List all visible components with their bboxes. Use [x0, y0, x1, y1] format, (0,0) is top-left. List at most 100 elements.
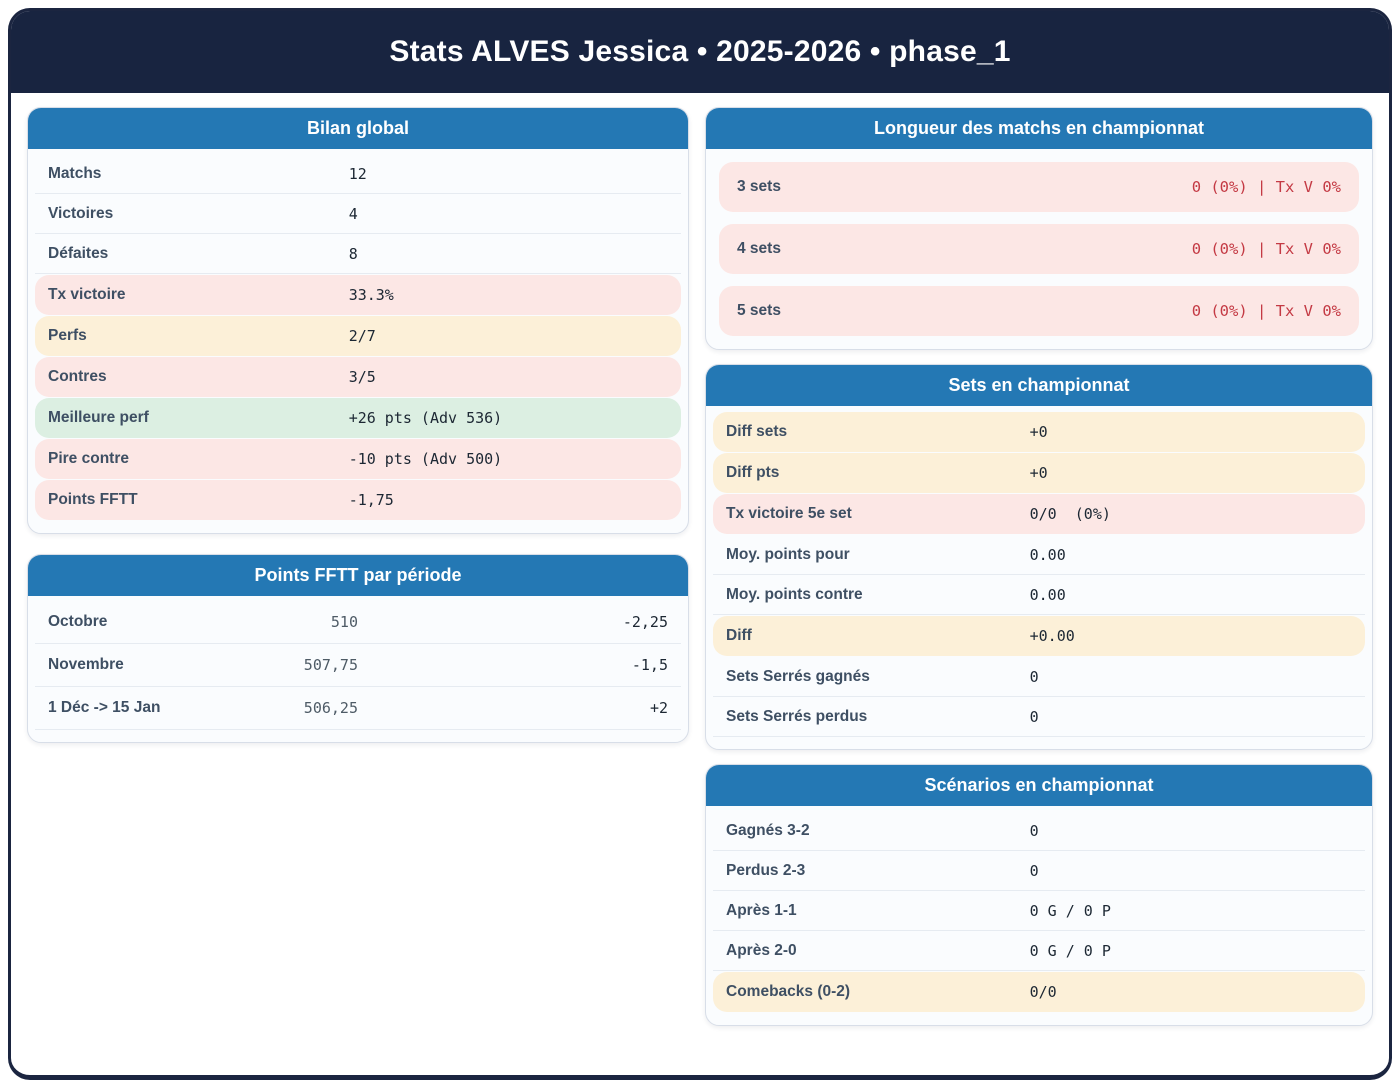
scenario-row-apres-20: Après 2-0 0 G / 0 P: [713, 931, 1365, 971]
stat-row-meilleure-perf: Meilleure perf +26 pts (Adv 536): [35, 398, 681, 438]
periode-label: 1 Déc -> 15 Jan: [48, 699, 161, 716]
stat-row-pire-contre: Pire contre -10 pts (Adv 500): [35, 439, 681, 479]
scenario-row-gagnes-32: Gagnés 3-2 0: [713, 811, 1365, 851]
stat-label: Après 1-1: [726, 901, 797, 919]
sets-row-diff-pts: Diff pts +0: [713, 453, 1365, 493]
stat-value: 0 G / 0 P: [1029, 941, 1111, 960]
card-bilan-body: Matchs 12 Victoires 4 Défaites 8 Tx vict…: [28, 149, 688, 533]
stat-value: +0.00: [1029, 626, 1075, 645]
periode-label: Octobre: [48, 613, 108, 630]
stat-row-tx-victoire: Tx victoire 33.3%: [35, 275, 681, 315]
stat-value: +0: [1029, 463, 1048, 482]
periode-points: 506,25: [303, 699, 358, 717]
stat-label: Contres: [48, 367, 107, 385]
stat-value: 0.00: [1029, 545, 1066, 564]
card-scenarios-body: Gagnés 3-2 0 Perdus 2-3 0 Après 1-1 0 G …: [706, 806, 1372, 1025]
card-longueur-title: Longueur des matchs en championnat: [706, 108, 1372, 149]
periode-delta: -1,5: [631, 656, 668, 674]
stat-value: 2/7: [348, 326, 376, 345]
stat-label: Sets Serrés gagnés: [726, 667, 870, 685]
card-scenarios: Scénarios en championnat Gagnés 3-2 0 Pe…: [705, 764, 1373, 1026]
longueur-label: 5 sets: [737, 302, 781, 319]
stat-value: 0/0: [1029, 982, 1057, 1001]
periode-row-octobre: Octobre 510 -2,25: [35, 601, 681, 644]
stat-value: 8: [348, 244, 358, 263]
stat-value: -10 pts (Adv 500): [348, 449, 503, 468]
card-scenarios-title: Scénarios en championnat: [706, 765, 1372, 806]
stat-row-perfs: Perfs 2/7: [35, 316, 681, 356]
stat-label: Pire contre: [48, 449, 129, 467]
stat-label: Diff: [726, 626, 752, 644]
card-sets-title: Sets en championnat: [706, 365, 1372, 406]
periode-delta: +2: [649, 699, 668, 717]
card-sets-championnat: Sets en championnat Diff sets +0 Diff pt…: [705, 364, 1373, 750]
stat-label: Tx victoire 5e set: [726, 504, 852, 522]
stat-label: Matchs: [48, 164, 102, 182]
stat-value: 0: [1029, 821, 1039, 840]
page-frame: Stats ALVES Jessica • 2025-2026 • phase_…: [8, 8, 1392, 1080]
card-periode-body: Octobre 510 -2,25 Novembre 507,75 -1,5 1…: [28, 596, 688, 742]
stat-value: 3/5: [348, 367, 376, 386]
scenario-row-perdus-23: Perdus 2-3 0: [713, 851, 1365, 891]
longueur-label: 4 sets: [737, 240, 781, 257]
scenario-row-apres-11: Après 1-1 0 G / 0 P: [713, 891, 1365, 931]
periode-delta: -2,25: [622, 613, 668, 631]
stat-label: Gagnés 3-2: [726, 821, 810, 839]
periode-row-dec-jan: 1 Déc -> 15 Jan 506,25 +2: [35, 687, 681, 730]
sets-row-serres-perdus: Sets Serrés perdus 0: [713, 697, 1365, 737]
sets-row-diff: Diff +0.00: [713, 616, 1365, 656]
longueur-value: 0 (0%) | Tx V 0%: [1191, 178, 1341, 196]
card-periode-title: Points FFTT par période: [28, 555, 688, 596]
stat-value: +0: [1029, 422, 1048, 441]
stat-value: -1,75: [348, 490, 394, 509]
longueur-value: 0 (0%) | Tx V 0%: [1191, 240, 1341, 258]
stat-value: 0: [1029, 707, 1039, 726]
stat-label: Sets Serrés perdus: [726, 707, 868, 725]
stat-label: Défaites: [48, 244, 109, 262]
sets-row-moy-contre: Moy. points contre 0.00: [713, 575, 1365, 615]
page-header: Stats ALVES Jessica • 2025-2026 • phase_…: [11, 11, 1389, 93]
content: Bilan global Matchs 12 Victoires 4 Défai…: [11, 93, 1389, 1026]
stat-row-points-fftt: Points FFTT -1,75: [35, 480, 681, 520]
sets-row-tx-5e-set: Tx victoire 5e set 0/0 (0%): [713, 494, 1365, 534]
stat-row-defaites: Défaites 8: [35, 234, 681, 274]
longueur-value: 0 (0%) | Tx V 0%: [1191, 302, 1341, 320]
stat-value: 33.3%: [348, 285, 394, 304]
sets-row-diff-sets: Diff sets +0: [713, 412, 1365, 452]
stat-label: Perdus 2-3: [726, 861, 806, 879]
stat-label: Perfs: [48, 326, 87, 344]
stat-value: 0: [1029, 861, 1039, 880]
longueur-row-4sets: 4 sets 0 (0%) | Tx V 0%: [719, 224, 1359, 274]
card-longueur-body: 3 sets 0 (0%) | Tx V 0% 4 sets 0 (0%) | …: [706, 149, 1372, 349]
card-points-periode: Points FFTT par période Octobre 510 -2,2…: [27, 554, 689, 743]
stat-label: Moy. points pour: [726, 545, 850, 563]
stat-label: Moy. points contre: [726, 585, 863, 603]
card-longueur-matchs: Longueur des matchs en championnat 3 set…: [705, 107, 1373, 350]
periode-points: 507,75: [303, 656, 358, 674]
card-bilan-title: Bilan global: [28, 108, 688, 149]
stat-label: Après 2-0: [726, 941, 797, 959]
stat-label: Points FFTT: [48, 490, 138, 508]
sets-row-serres-gagnes: Sets Serrés gagnés 0: [713, 657, 1365, 697]
longueur-row-3sets: 3 sets 0 (0%) | Tx V 0%: [719, 162, 1359, 212]
stat-value: 0.00: [1029, 585, 1066, 604]
periode-points: 510: [330, 613, 358, 631]
stat-label: Diff sets: [726, 422, 788, 440]
periode-row-novembre: Novembre 507,75 -1,5: [35, 644, 681, 687]
left-column: Bilan global Matchs 12 Victoires 4 Défai…: [27, 107, 689, 1026]
stat-label: Comebacks (0-2): [726, 982, 851, 1000]
stat-row-victoires: Victoires 4: [35, 194, 681, 234]
stat-row-matchs: Matchs 12: [35, 154, 681, 194]
stat-value: 0/0 (0%): [1029, 504, 1111, 523]
stat-label: Meilleure perf: [48, 408, 149, 426]
stat-value: 12: [348, 164, 367, 183]
stat-label: Tx victoire: [48, 285, 126, 303]
stat-label: Victoires: [48, 204, 114, 222]
card-sets-body: Diff sets +0 Diff pts +0 Tx victoire 5e …: [706, 406, 1372, 749]
stat-label: Diff pts: [726, 463, 780, 481]
sets-row-moy-pour: Moy. points pour 0.00: [713, 535, 1365, 575]
periode-label: Novembre: [48, 656, 124, 673]
longueur-label: 3 sets: [737, 178, 781, 195]
page-title: Stats ALVES Jessica • 2025-2026 • phase_…: [389, 35, 1011, 68]
card-bilan-global: Bilan global Matchs 12 Victoires 4 Défai…: [27, 107, 689, 534]
